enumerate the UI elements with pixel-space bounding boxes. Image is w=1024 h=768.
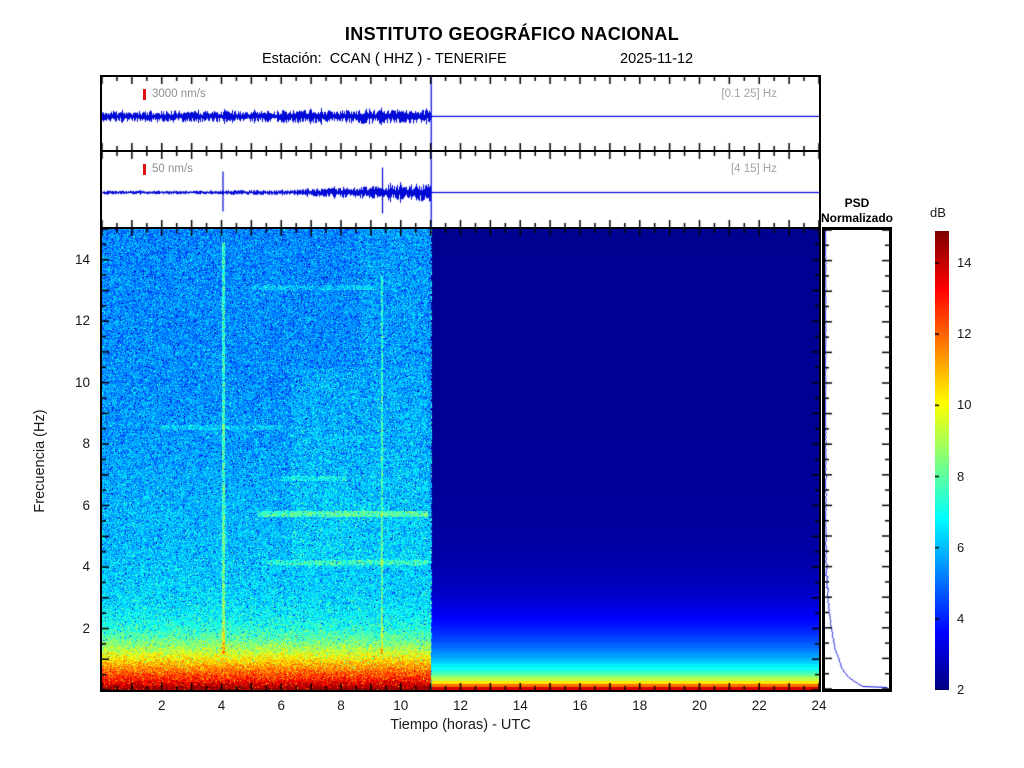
x-tick-label: 2 — [157, 698, 166, 713]
colorbar-tick-label: 12 — [957, 326, 972, 342]
y-tick-label: 10 — [74, 374, 90, 390]
y-axis-title: Frecuencia (Hz) — [32, 409, 48, 513]
scale-marker-icon — [143, 88, 146, 100]
psd-title-line1: PSD — [844, 196, 870, 210]
broadband-waveform-canvas — [102, 77, 819, 150]
spectrogram-panel — [100, 227, 821, 692]
colorbar-unit-label: dB — [930, 205, 946, 220]
broadband-band-label: [0.1 25] Hz — [721, 88, 777, 100]
y-tick-label: 4 — [82, 559, 90, 575]
trace-panel-broadband: 3000 nm/s [0.1 25] Hz — [100, 75, 821, 152]
x-tick-label: 4 — [217, 698, 226, 713]
scale-marker-icon — [143, 163, 146, 175]
broadband-scale-label: 3000 nm/s — [152, 88, 206, 100]
y-tick-label: 6 — [82, 497, 90, 513]
trace-panel-filtered: 50 nm/s [4 15] Hz — [100, 150, 821, 229]
y-tick-label: 2 — [82, 620, 90, 636]
colorbar-tick-label: 10 — [957, 397, 972, 413]
colorbar-tick-label: 2 — [957, 682, 965, 697]
filtered-scale: 50 nm/s — [143, 163, 193, 175]
x-axis-title: Tiempo (horas) - UTC — [390, 717, 531, 733]
psd-title-line2: Normalizado — [820, 211, 893, 225]
psd-curve-canvas — [825, 230, 889, 689]
filtered-waveform-canvas — [102, 152, 819, 227]
x-tick-label: 10 — [393, 698, 409, 713]
station-label: Estación: CCAN ( HHZ ) - TENERIFE — [262, 51, 507, 67]
x-tick-label: 20 — [691, 698, 708, 713]
colorbar-tick-label: 4 — [957, 610, 965, 626]
x-tick-label: 22 — [751, 698, 767, 713]
x-tick-label: 18 — [632, 698, 648, 713]
x-tick-label: 16 — [572, 698, 588, 713]
x-tick-label: 8 — [337, 698, 345, 713]
y-tick-label: 8 — [82, 436, 90, 452]
psd-title: PSD Normalizado — [807, 196, 907, 226]
figure-title: INSTITUTO GEOGRÁFICO NACIONAL — [344, 24, 680, 44]
filtered-scale-label: 50 nm/s — [152, 163, 193, 175]
colorbar-tick-label: 14 — [957, 255, 972, 271]
y-tick-label: 12 — [74, 313, 90, 329]
x-tick-label: 14 — [512, 698, 528, 713]
date-label: 2025-11-12 — [620, 51, 694, 67]
y-tick-label: 14 — [74, 251, 90, 267]
colorbar-tick-label: 6 — [957, 539, 965, 555]
x-tick-label: 12 — [452, 698, 469, 713]
psd-panel — [822, 227, 892, 692]
x-tick-label: 6 — [277, 698, 286, 713]
x-tick-label: 24 — [811, 698, 827, 713]
filtered-band-label: [4 15] Hz — [730, 163, 777, 175]
spectrogram-canvas — [102, 229, 819, 690]
broadband-scale: 3000 nm/s — [143, 88, 206, 100]
colorbar-tick-label: 8 — [957, 468, 965, 484]
colorbar-canvas — [935, 231, 949, 690]
